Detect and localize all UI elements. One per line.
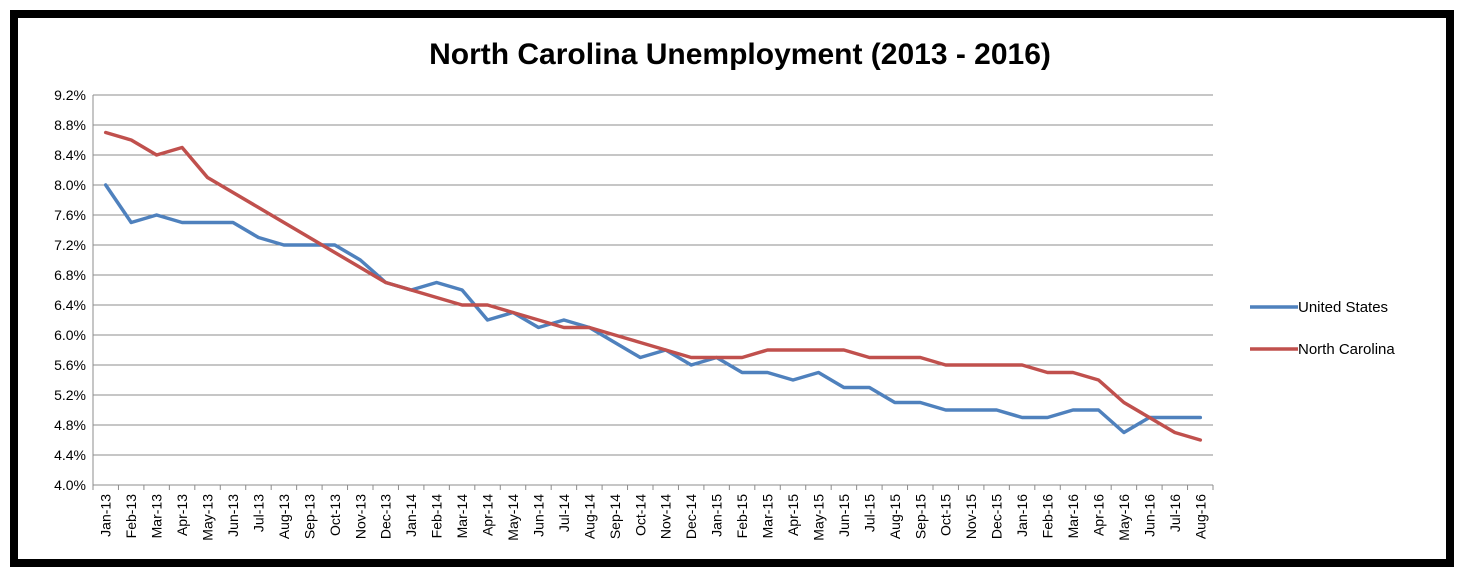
x-tick-label: Apr-16 xyxy=(1090,494,1106,536)
legend-label: United States xyxy=(1298,299,1388,316)
y-tick-label: 6.4% xyxy=(54,297,86,313)
chart-frame: North Carolina Unemployment (2013 - 2016… xyxy=(10,10,1454,567)
x-tick-label: Jun-15 xyxy=(836,494,852,537)
x-tick-label: Jun-14 xyxy=(530,494,546,537)
y-tick-label: 5.6% xyxy=(54,357,86,373)
y-tick-label: 4.0% xyxy=(54,477,86,493)
x-tick-label: May-14 xyxy=(505,494,521,541)
x-tick-label: Mar-13 xyxy=(149,494,165,539)
series-line-united-states xyxy=(103,183,1203,435)
y-tick-label: 8.8% xyxy=(54,117,86,133)
x-tick-label: Nov-15 xyxy=(963,494,979,539)
x-tick-label: Jun-13 xyxy=(225,494,241,537)
x-tick-label: Jul-14 xyxy=(556,494,572,532)
x-tick-label: May-15 xyxy=(810,494,826,541)
x-tick-label: Dec-15 xyxy=(989,494,1005,539)
x-tick-label: Feb-16 xyxy=(1040,494,1056,539)
x-tick-label: Oct-14 xyxy=(632,494,648,536)
legend-label: North Carolina xyxy=(1298,341,1395,358)
x-tick-label: Apr-15 xyxy=(785,494,801,536)
x-tick-label: Jul-15 xyxy=(861,494,877,532)
y-tick-label: 8.4% xyxy=(54,147,86,163)
x-tick-label: Mar-14 xyxy=(454,494,470,539)
x-tick-label: Feb-15 xyxy=(734,494,750,539)
series-line-north-carolina xyxy=(103,130,1203,442)
x-tick-label: Jan-15 xyxy=(709,494,725,537)
y-tick-label: 7.2% xyxy=(54,237,86,253)
x-tick-label: Jul-13 xyxy=(250,494,266,532)
x-tick-label: Dec-13 xyxy=(378,494,394,539)
x-tick-label: May-13 xyxy=(200,494,216,541)
x-tick-label: Sep-13 xyxy=(301,494,317,539)
x-tick-label: Jan-13 xyxy=(98,494,114,537)
x-tick-label: Nov-14 xyxy=(658,494,674,539)
y-tick-label: 4.8% xyxy=(54,417,86,433)
y-tick-label: 5.2% xyxy=(54,387,86,403)
x-tick-label: Aug-15 xyxy=(887,494,903,539)
chart-title: North Carolina Unemployment (2013 - 2016… xyxy=(429,38,1051,71)
x-tick-label: May-16 xyxy=(1116,494,1132,541)
y-tick-label: 4.4% xyxy=(54,447,86,463)
x-tick-label: Aug-13 xyxy=(276,494,292,539)
y-tick-label: 6.8% xyxy=(54,267,86,283)
y-tick-label: 7.6% xyxy=(54,207,86,223)
x-tick-label: Aug-14 xyxy=(581,494,597,539)
x-tick-label: Aug-16 xyxy=(1192,494,1208,539)
y-tick-label: 9.2% xyxy=(54,87,86,103)
x-tick-label: Mar-15 xyxy=(760,494,776,539)
y-tick-label: 6.0% xyxy=(54,327,86,343)
x-tick-label: Feb-13 xyxy=(123,494,139,539)
x-tick-label: Jan-16 xyxy=(1014,494,1030,537)
x-tick-label: Nov-13 xyxy=(352,494,368,539)
x-tick-label: Apr-13 xyxy=(174,494,190,536)
line-chart: North Carolina Unemployment (2013 - 2016… xyxy=(54,38,1395,541)
x-tick-label: Oct-13 xyxy=(327,494,343,536)
y-tick-label: 8.0% xyxy=(54,177,86,193)
x-tick-label: Apr-14 xyxy=(480,494,496,536)
x-tick-label: Sep-14 xyxy=(607,494,623,539)
x-tick-label: Oct-15 xyxy=(938,494,954,536)
x-tick-label: Jan-14 xyxy=(403,494,419,537)
x-tick-label: Feb-14 xyxy=(429,494,445,539)
x-tick-label: Mar-16 xyxy=(1065,494,1081,539)
x-tick-label: Jun-16 xyxy=(1141,494,1157,537)
x-tick-label: Dec-14 xyxy=(683,494,699,539)
x-tick-label: Sep-15 xyxy=(912,494,928,539)
x-tick-label: Jul-16 xyxy=(1167,494,1183,532)
